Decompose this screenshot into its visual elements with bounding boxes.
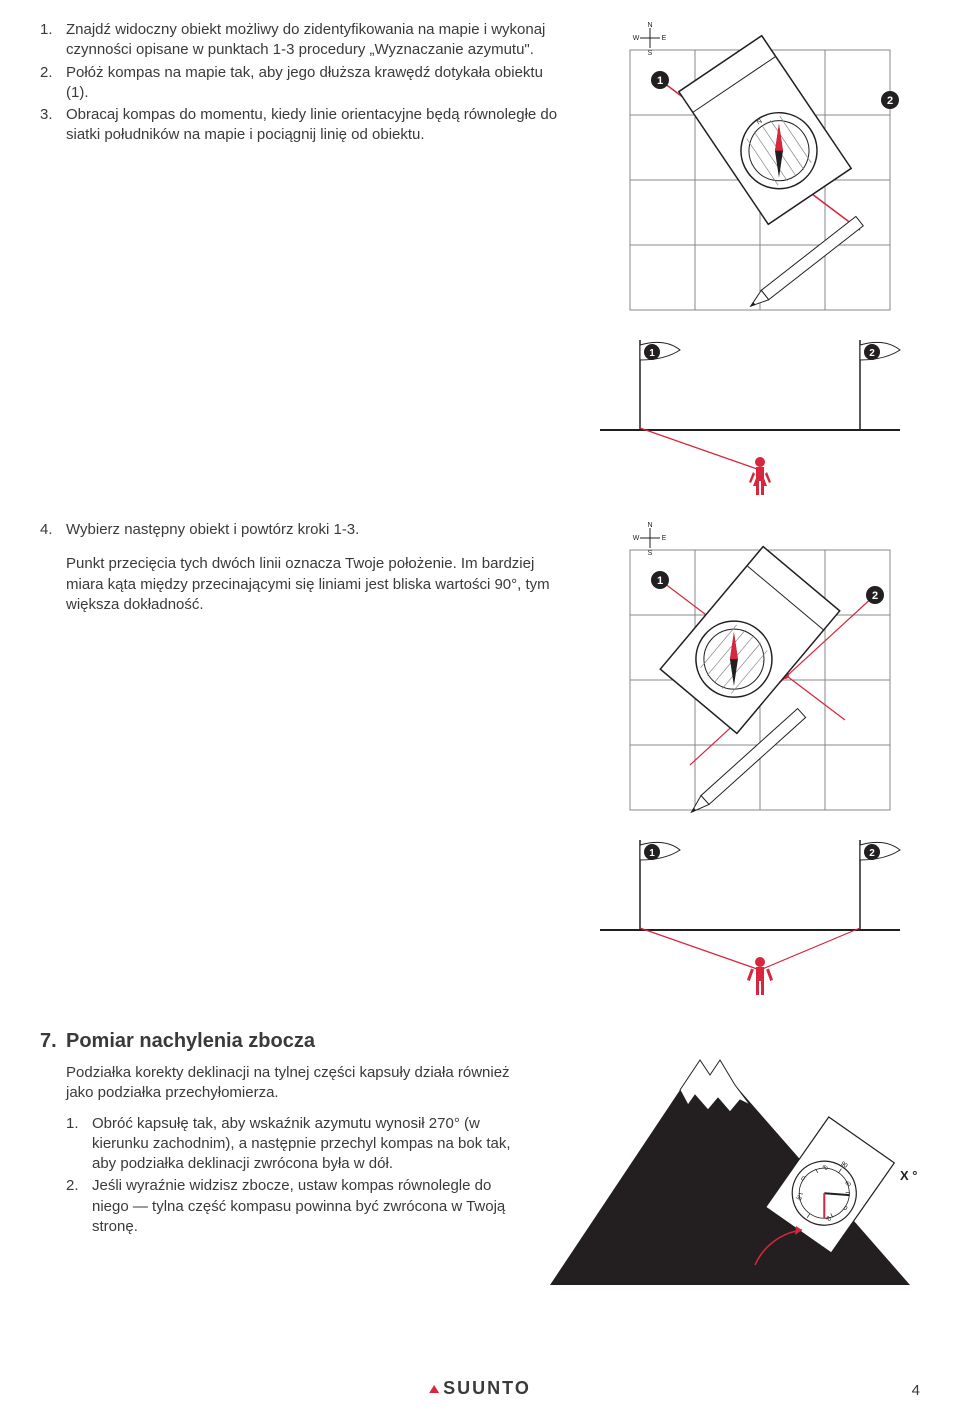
row-step-4: 4. Wybierz następny obiekt i powtórz kro… <box>40 520 920 820</box>
svg-text:2: 2 <box>869 848 875 859</box>
sec7-title: Pomiar nachylenia zbocza <box>66 1030 315 1053</box>
diagram-flags-1: 1 2 <box>40 320 920 510</box>
svg-text:N: N <box>647 522 652 529</box>
svg-text:W: W <box>633 535 640 542</box>
x-degree-label: X ° <box>900 1168 917 1183</box>
item-1: 1. Znajdź widoczny obiekt możliwy do zid… <box>40 20 560 61</box>
item-2-text: Połóż kompas na mapie tak, aby jego dłuż… <box>66 63 560 104</box>
svg-text:2: 2 <box>872 590 878 602</box>
text-col-mid: 4. Wybierz następny obiekt i powtórz kro… <box>40 520 580 615</box>
sec7-text: 7. Pomiar nachylenia zbocza Podziałka ko… <box>40 1030 540 1239</box>
compass-w: W <box>633 35 640 42</box>
compass-e: E <box>662 35 667 42</box>
item-1-text: Znajdź widoczny obiekt możliwy do zident… <box>66 20 560 61</box>
sec7-list: 1. Obróć kapsułę tak, aby wskaźnik azymu… <box>40 1114 520 1238</box>
section-7: 7. Pomiar nachylenia zbocza Podziałka ko… <box>40 1030 920 1290</box>
text-col-top: 1. Znajdź widoczny obiekt możliwy do zid… <box>40 20 580 148</box>
sec7-num: 7. <box>40 1030 66 1053</box>
item-1-num: 1. <box>40 20 66 61</box>
sec7-item-1: 1. Obróć kapsułę tak, aby wskaźnik azymu… <box>66 1114 520 1175</box>
brand-triangle-icon <box>429 1385 439 1393</box>
item-4: 4. Wybierz następny obiekt i powtórz kro… <box>40 520 560 540</box>
svg-text:S: S <box>648 550 653 557</box>
sec7-intro: Podziałka korekty deklinacji na tylnej c… <box>40 1063 520 1104</box>
compass-n: N <box>647 22 652 29</box>
sec7-item-2: 2. Jeśli wyraźnie widzisz zbocze, ustaw … <box>66 1176 520 1237</box>
item-2-num: 2. <box>40 63 66 104</box>
diagram-map-1: N E S W <box>580 20 920 320</box>
svg-text:1: 1 <box>657 575 663 587</box>
page-number: 4 <box>912 1382 920 1399</box>
badge-2: 2 <box>887 95 893 107</box>
para-mid: Punkt przecięcia tych dwóch linii oznacz… <box>40 554 560 615</box>
diagram-slope: 90 0 0 60 60 30 30 X ° <box>540 1030 920 1290</box>
badge-1: 1 <box>657 75 663 87</box>
svg-text:2: 2 <box>869 348 875 359</box>
diagram-map-2: N E S W <box>580 520 920 820</box>
brand-logo: SUUNTO <box>429 1378 531 1399</box>
item-4-num: 4. <box>40 520 66 540</box>
item-3-num: 3. <box>40 105 66 146</box>
svg-text:1: 1 <box>649 348 655 359</box>
diagram-flags-2: 1 2 <box>40 820 920 1010</box>
item-3-text: Obracaj kompas do momentu, kiedy linie o… <box>66 105 560 146</box>
compass-s: S <box>648 50 653 57</box>
row-steps-1-3: 1. Znajdź widoczny obiekt możliwy do zid… <box>40 20 920 320</box>
list-top: 1. Znajdź widoczny obiekt możliwy do zid… <box>40 20 560 146</box>
svg-text:E: E <box>662 535 667 542</box>
sec7-heading: 7. Pomiar nachylenia zbocza <box>40 1030 520 1053</box>
item-3: 3. Obracaj kompas do momentu, kiedy lini… <box>40 105 560 146</box>
svg-text:1: 1 <box>649 848 655 859</box>
item-2: 2. Połóż kompas na mapie tak, aby jego d… <box>40 63 560 104</box>
list-mid: 4. Wybierz następny obiekt i powtórz kro… <box>40 520 560 540</box>
brand-text: SUUNTO <box>443 1378 531 1399</box>
item-4-text: Wybierz następny obiekt i powtórz kroki … <box>66 520 359 540</box>
